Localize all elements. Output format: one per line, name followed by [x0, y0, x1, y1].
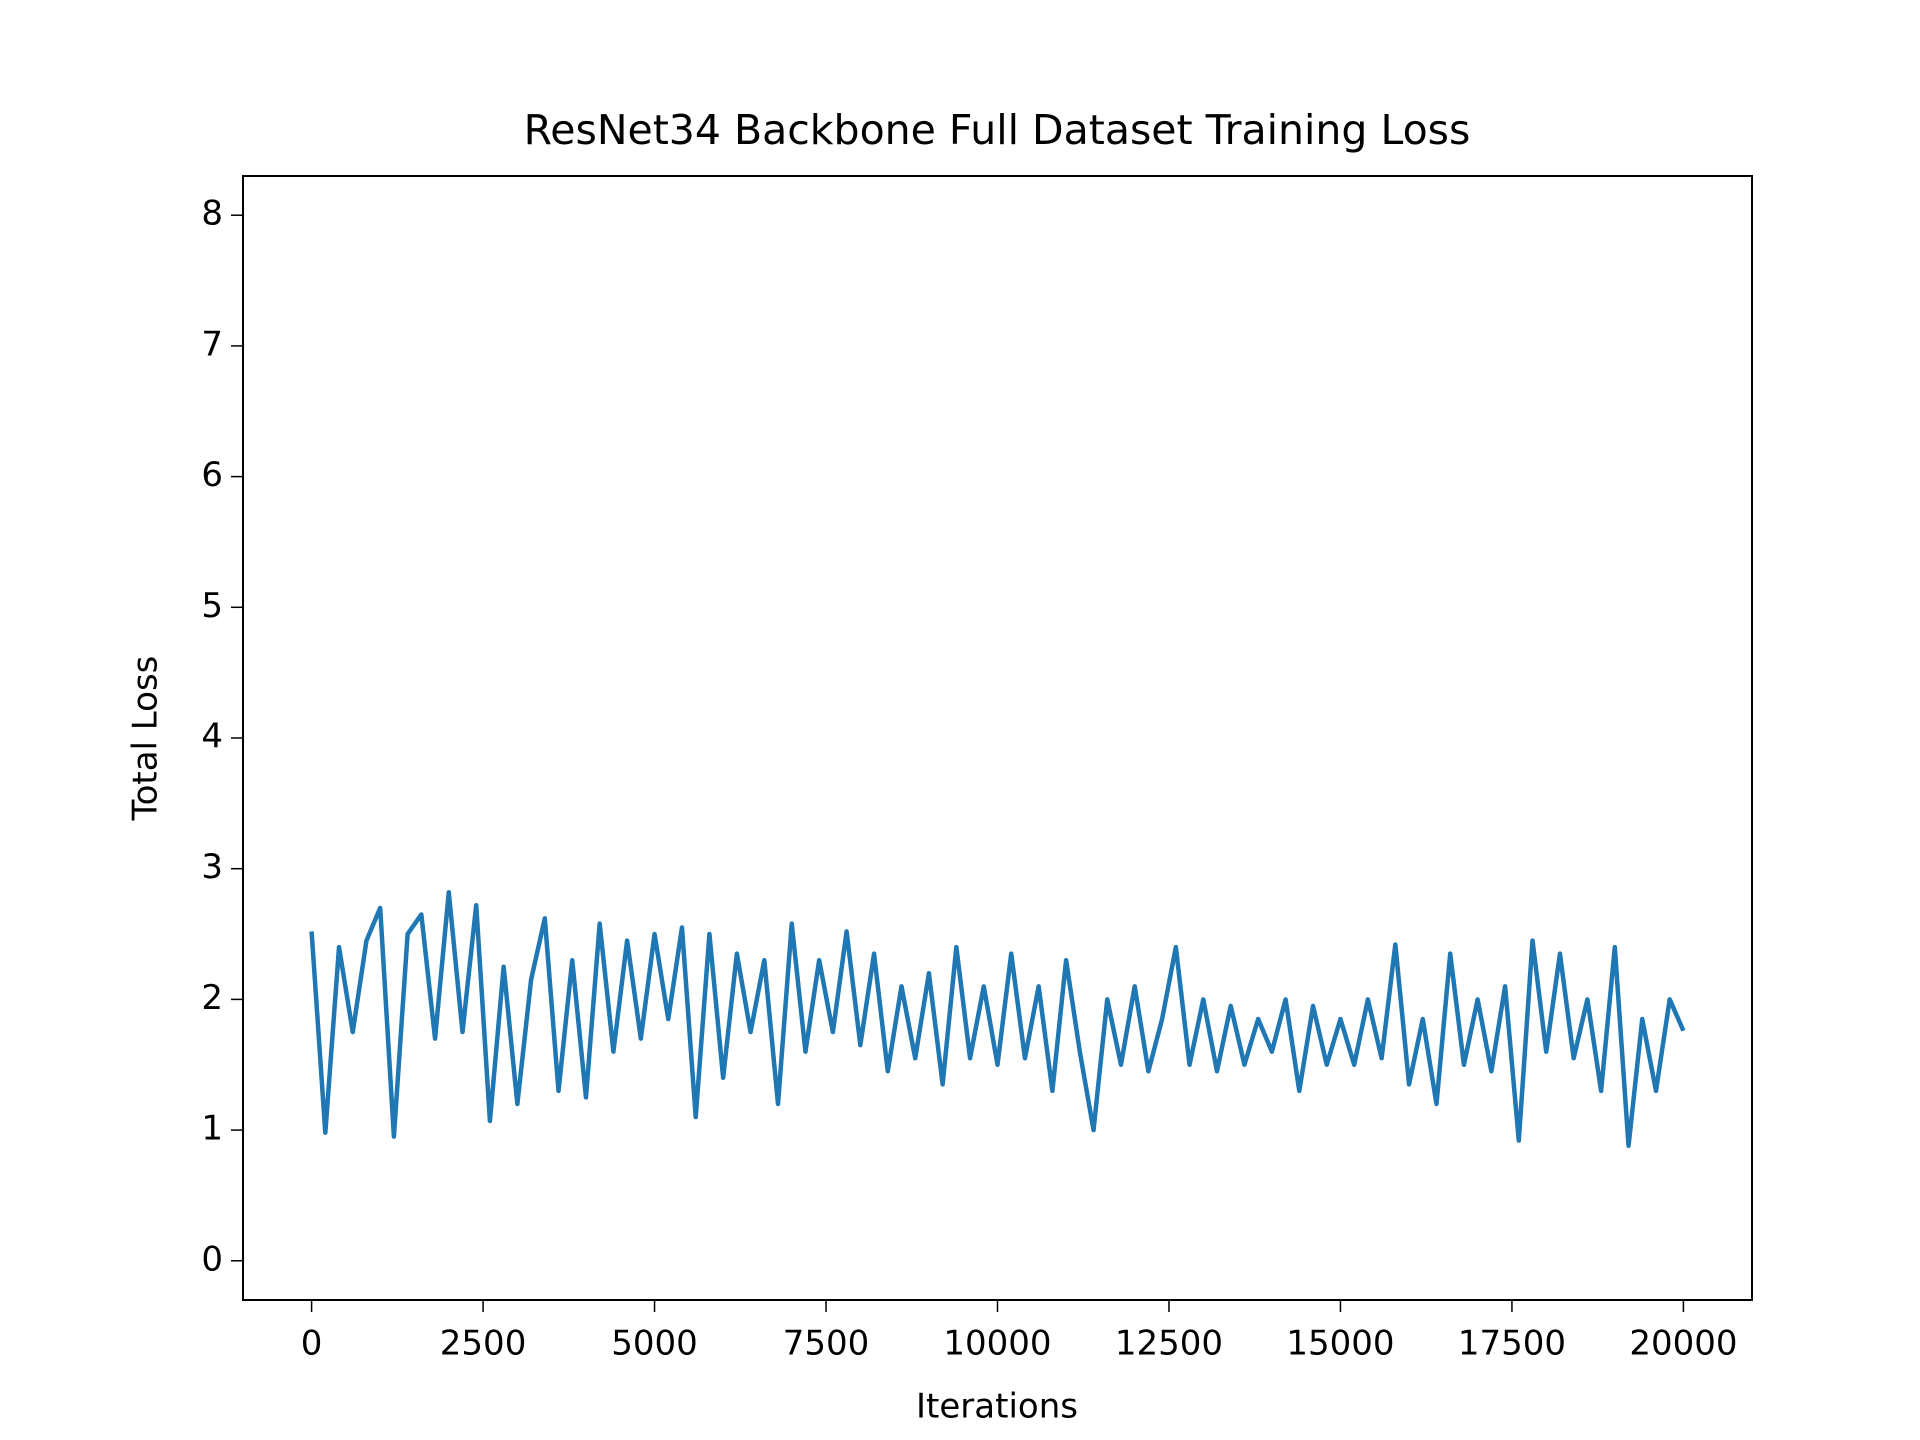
loss-line — [309, 889, 1686, 1149]
y-tick-label: 3 — [201, 847, 223, 887]
y-tick-label: 4 — [201, 717, 223, 757]
y-axis-label: Total Loss — [126, 656, 166, 822]
y-tick-label: 7 — [201, 324, 223, 364]
x-tick-label: 5000 — [611, 1324, 698, 1364]
y-tick-label: 5 — [201, 586, 223, 626]
chart-title: ResNet34 Backbone Full Dataset Training … — [524, 106, 1471, 154]
plot-frame — [242, 175, 1753, 1301]
y-tick-label: 0 — [201, 1239, 223, 1279]
x-tick-label: 7500 — [783, 1324, 870, 1364]
x-tick-label: 2500 — [440, 1324, 527, 1364]
y-tick-label: 6 — [201, 455, 223, 495]
x-tick-label: 15000 — [1286, 1324, 1394, 1364]
y-tick-label: 8 — [201, 194, 223, 234]
y-tick-label: 1 — [201, 1109, 223, 1149]
x-tick-label: 10000 — [943, 1324, 1051, 1364]
y-tick-label: 2 — [201, 978, 223, 1018]
x-tick-label: 0 — [301, 1324, 323, 1364]
x-tick-label: 20000 — [1629, 1324, 1737, 1364]
x-axis-label: Iterations — [916, 1387, 1078, 1427]
x-tick-label: 12500 — [1115, 1324, 1223, 1364]
x-tick-label: 17500 — [1458, 1324, 1566, 1364]
